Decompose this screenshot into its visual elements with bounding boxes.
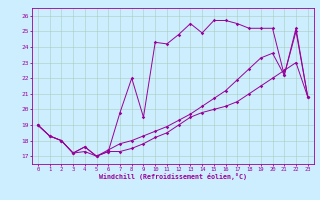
- X-axis label: Windchill (Refroidissement éolien,°C): Windchill (Refroidissement éolien,°C): [99, 173, 247, 180]
